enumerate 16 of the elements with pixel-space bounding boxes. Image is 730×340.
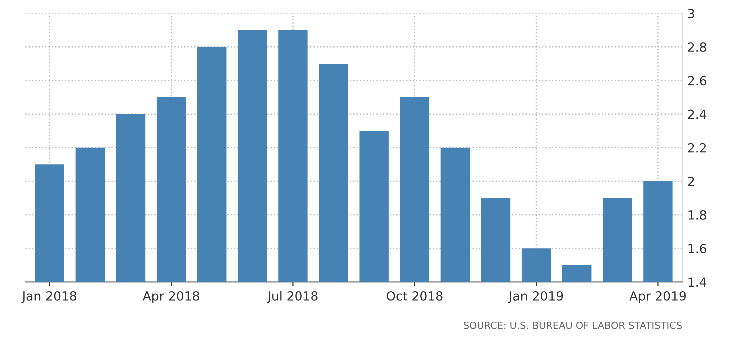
y-tick-label: 2.4 bbox=[688, 110, 707, 120]
y-tick-label: 2.2 bbox=[688, 143, 706, 153]
x-tick-label: Jan 2018 bbox=[22, 291, 77, 304]
x-tick-label: Jul 2018 bbox=[267, 291, 318, 304]
y-tick-label: 1.8 bbox=[688, 210, 706, 220]
y-tick-label: 2 bbox=[688, 176, 694, 186]
source-note: SOURCE: U.S. BUREAU OF LABOR STATISTICS bbox=[464, 322, 682, 330]
y-tick-label: 1.6 bbox=[688, 244, 707, 254]
y-tick-label: 3 bbox=[688, 9, 694, 19]
y-tick-label: 2.6 bbox=[688, 76, 707, 86]
x-tick-label: Oct 2018 bbox=[386, 291, 443, 301]
x-tick-label: Apr 2019 bbox=[630, 291, 686, 304]
x-tick-label: Jan 2019 bbox=[508, 291, 564, 304]
x-tick-label: Apr 2018 bbox=[142, 291, 200, 304]
y-tick-label: 1.4 bbox=[688, 278, 707, 287]
y-tick-label: 2.8 bbox=[688, 42, 706, 52]
